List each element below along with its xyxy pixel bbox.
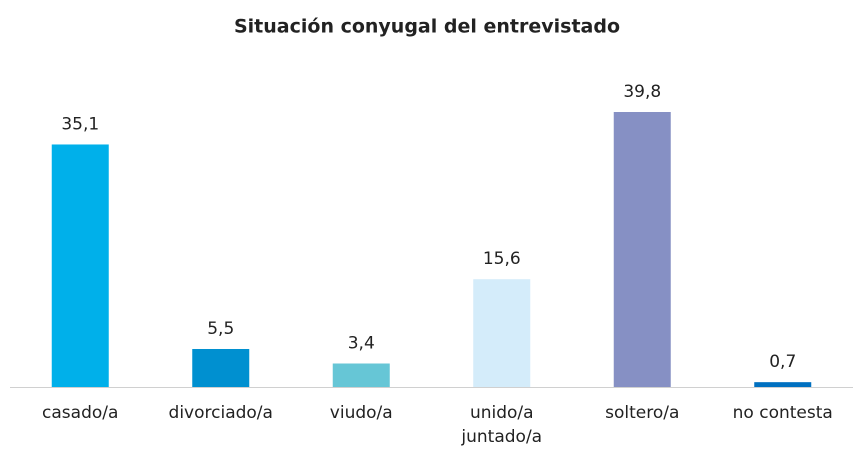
bar: [613, 112, 671, 387]
value-label: 39,8: [623, 82, 661, 102]
value-label: 35,1: [61, 114, 99, 134]
x-tick-label: unido/a juntado/a: [460, 403, 542, 447]
value-label: 15,6: [483, 249, 521, 269]
x-tick-label: casado/a: [42, 403, 118, 423]
chart-title: Situación conyugal del entrevistado: [234, 16, 620, 38]
bar: [332, 363, 390, 387]
x-tick-label: soltero/a: [605, 403, 679, 423]
x-tick-label: viudo/a: [330, 403, 393, 423]
bar: [473, 279, 531, 387]
bar: [51, 144, 109, 387]
bar: [754, 382, 812, 387]
value-label: 3,4: [348, 334, 375, 354]
value-label: 5,5: [207, 319, 234, 339]
x-tick-label: divorciado/a: [169, 403, 273, 423]
value-label: 0,7: [769, 352, 796, 372]
x-tick-label: no contesta: [733, 403, 833, 423]
bar: [192, 348, 250, 387]
